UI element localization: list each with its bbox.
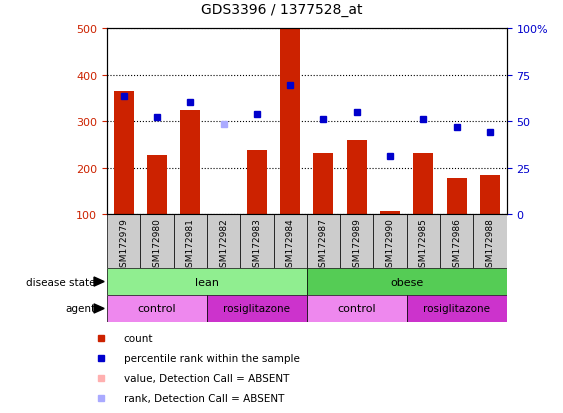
Bar xyxy=(207,295,307,322)
Bar xyxy=(107,295,207,322)
Text: value, Detection Call = ABSENT: value, Detection Call = ABSENT xyxy=(124,373,289,383)
Bar xyxy=(180,111,200,215)
Text: obese: obese xyxy=(390,277,423,287)
Text: rank, Detection Call = ABSENT: rank, Detection Call = ABSENT xyxy=(124,394,284,404)
Bar xyxy=(173,215,207,268)
Text: lean: lean xyxy=(195,277,219,287)
Bar xyxy=(140,215,173,268)
Text: GSM172981: GSM172981 xyxy=(186,217,195,272)
Bar xyxy=(380,211,400,215)
Text: GSM172979: GSM172979 xyxy=(119,217,128,272)
Bar xyxy=(413,154,434,215)
Bar xyxy=(274,215,307,268)
Text: GSM172982: GSM172982 xyxy=(219,217,228,272)
Bar xyxy=(207,215,240,268)
Text: GSM172985: GSM172985 xyxy=(419,217,428,272)
Bar xyxy=(446,179,467,215)
Bar xyxy=(240,215,274,268)
Bar xyxy=(114,92,133,215)
Text: rosiglitazone: rosiglitazone xyxy=(224,304,291,314)
Bar xyxy=(307,268,507,295)
Bar xyxy=(107,215,140,268)
Text: GSM172988: GSM172988 xyxy=(485,217,494,272)
Text: percentile rank within the sample: percentile rank within the sample xyxy=(124,354,300,363)
Bar xyxy=(314,154,333,215)
Bar xyxy=(107,268,307,295)
Bar xyxy=(480,175,500,215)
Text: GSM172986: GSM172986 xyxy=(452,217,461,272)
Text: control: control xyxy=(337,304,376,314)
Text: GSM172980: GSM172980 xyxy=(153,217,162,272)
Text: control: control xyxy=(137,304,176,314)
Bar xyxy=(373,215,406,268)
Bar xyxy=(340,215,373,268)
Polygon shape xyxy=(94,304,104,313)
Text: GSM172983: GSM172983 xyxy=(252,217,261,272)
Bar xyxy=(347,140,367,215)
Bar xyxy=(473,215,507,268)
Text: GDS3396 / 1377528_at: GDS3396 / 1377528_at xyxy=(201,3,362,17)
Text: GSM172989: GSM172989 xyxy=(352,217,361,272)
Text: count: count xyxy=(124,334,153,344)
Bar xyxy=(406,295,507,322)
Bar xyxy=(307,295,406,322)
Bar xyxy=(440,215,473,268)
Text: GSM172984: GSM172984 xyxy=(285,217,294,272)
Polygon shape xyxy=(94,278,104,287)
Text: GSM172990: GSM172990 xyxy=(386,217,395,272)
Text: rosiglitazone: rosiglitazone xyxy=(423,304,490,314)
Bar xyxy=(280,30,300,215)
Bar xyxy=(406,215,440,268)
Bar xyxy=(147,156,167,215)
Bar xyxy=(247,151,267,215)
Bar xyxy=(307,215,340,268)
Text: agent: agent xyxy=(65,304,96,314)
Text: disease state: disease state xyxy=(26,277,96,287)
Text: GSM172987: GSM172987 xyxy=(319,217,328,272)
